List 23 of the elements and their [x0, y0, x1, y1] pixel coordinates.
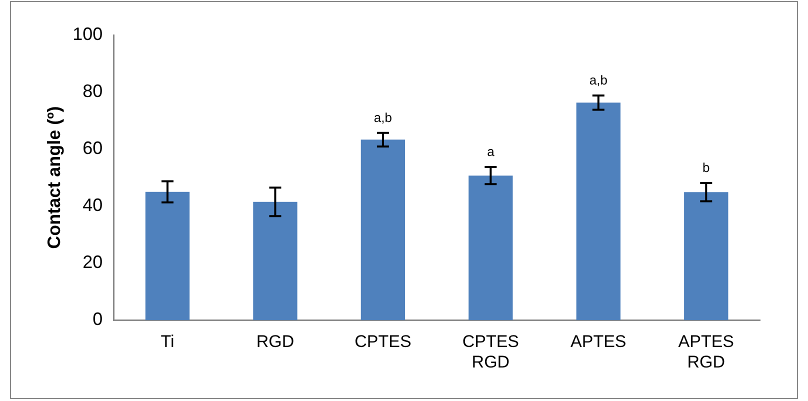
- x-tick-label: CPTES RGD: [462, 332, 520, 372]
- annotation: a: [487, 144, 496, 160]
- y-tick-label: 20: [82, 252, 103, 272]
- y-tick-label: 0: [92, 309, 103, 330]
- y-tick-label: 60: [82, 138, 103, 158]
- bar: [576, 102, 620, 320]
- bar: [360, 140, 406, 320]
- bar: [684, 192, 728, 320]
- bar: [145, 192, 190, 320]
- annotation: b: [702, 160, 710, 176]
- y-tick-label: 100: [72, 24, 103, 44]
- x-tick-label: APTES: [570, 332, 626, 352]
- annotation: a,b: [374, 110, 392, 125]
- x-tick-label: CPTES: [354, 332, 412, 352]
- x-tick-label: APTES RGD: [678, 332, 734, 372]
- y-axis-title: Contact angle (º): [44, 106, 64, 249]
- bar: [253, 202, 298, 320]
- annotation: a,b: [589, 72, 608, 88]
- y-tick-label: 80: [82, 81, 103, 102]
- bar: [468, 176, 513, 320]
- y-tick-label: 40: [82, 195, 103, 216]
- x-tick-label: Ti: [160, 332, 174, 352]
- x-tick-label: RGD: [256, 332, 294, 352]
